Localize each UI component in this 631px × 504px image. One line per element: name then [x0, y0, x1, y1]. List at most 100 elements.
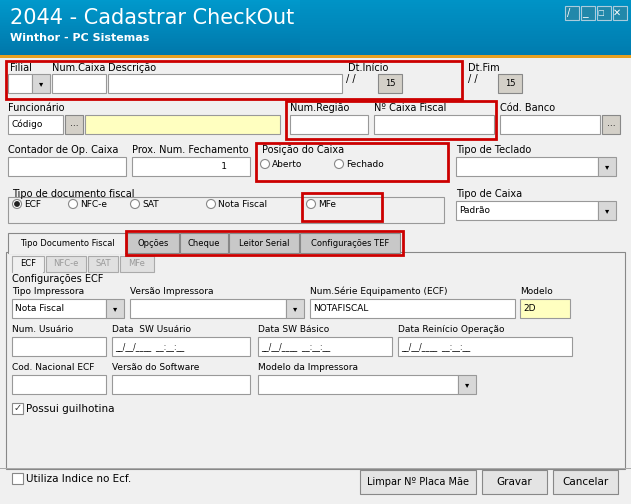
Bar [0, 2, 631, 3]
Bar [286, 101, 496, 139]
Text: Tipo de documento fiscal: Tipo de documento fiscal [12, 189, 134, 199]
Text: Num.Série Equipamento (ECF): Num.Série Equipamento (ECF) [310, 287, 447, 296]
Text: Winthor - PC Sistemas: Winthor - PC Sistemas [10, 33, 150, 43]
Text: Limpar Nº Placa Mãe: Limpar Nº Placa Mãe [367, 477, 469, 487]
Text: Utiliza Indice no Ecf.: Utiliza Indice no Ecf. [26, 474, 131, 484]
Text: / /: / / [468, 74, 478, 84]
Bar [0, 26, 631, 27]
Bar [32, 74, 50, 93]
Bar [0, 468, 631, 469]
Bar [378, 74, 402, 93]
Text: 15: 15 [385, 79, 395, 88]
Bar [0, 53, 631, 54]
Bar [500, 115, 600, 134]
Text: __/__/____  __:__:__: __/__/____ __:__:__ [115, 342, 184, 351]
Bar [46, 256, 86, 272]
Text: Num.Região: Num.Região [290, 103, 350, 113]
Bar [108, 74, 342, 93]
Text: ▾: ▾ [605, 162, 609, 171]
Bar [256, 143, 448, 181]
Bar [258, 375, 458, 394]
Bar [602, 115, 620, 134]
Bar [8, 74, 32, 93]
Bar [0, 33, 631, 34]
Circle shape [334, 159, 343, 168]
Text: Nº Caixa Fiscal: Nº Caixa Fiscal [374, 103, 446, 113]
Text: Modelo: Modelo [520, 287, 553, 296]
Bar [0, 48, 631, 49]
Bar [0, 7, 631, 8]
Bar [0, 58, 631, 504]
Bar [52, 74, 106, 93]
Bar [180, 233, 228, 253]
Bar [132, 157, 250, 176]
Text: Cod. Nacional ECF: Cod. Nacional ECF [12, 363, 95, 372]
Bar [0, 1, 631, 2]
Bar [229, 233, 299, 253]
Text: 15: 15 [505, 79, 516, 88]
Bar [0, 5, 631, 6]
Bar [302, 193, 382, 221]
Circle shape [15, 202, 19, 206]
Bar [8, 197, 444, 223]
Bar [598, 157, 616, 176]
Bar [12, 299, 106, 318]
Text: Aberto: Aberto [272, 160, 302, 169]
Text: Data  SW Usuário: Data SW Usuário [112, 325, 191, 334]
Bar [0, 3, 631, 4]
Bar [0, 23, 631, 24]
Bar [0, 20, 631, 21]
Bar [498, 74, 522, 93]
Bar [0, 38, 631, 39]
Bar [0, 9, 631, 10]
Bar [0, 41, 631, 42]
Bar [0, 14, 631, 15]
Text: Tipo de Caixa: Tipo de Caixa [456, 189, 522, 199]
Bar [456, 201, 598, 220]
Text: Padrão: Padrão [459, 206, 490, 215]
Bar [127, 233, 179, 253]
Bar [374, 115, 494, 134]
Text: MFe: MFe [318, 200, 336, 209]
Bar [13, 271, 43, 273]
Bar [0, 17, 631, 18]
Bar [0, 13, 631, 14]
Bar [0, 42, 631, 43]
Text: Fechado: Fechado [346, 160, 384, 169]
Text: ...: ... [606, 119, 615, 129]
Text: MFe: MFe [129, 260, 145, 269]
Bar [0, 16, 631, 17]
Bar [0, 31, 631, 32]
Bar [65, 115, 83, 134]
Bar [0, 10, 631, 11]
Text: ▾: ▾ [605, 206, 609, 215]
Bar [0, 44, 631, 45]
Bar [520, 299, 570, 318]
Text: 1: 1 [135, 162, 227, 171]
Text: Modelo da Impressora: Modelo da Impressora [258, 363, 358, 372]
Bar [12, 403, 23, 414]
Bar [0, 34, 631, 35]
Text: Cód. Banco: Cód. Banco [500, 103, 555, 113]
Bar [482, 470, 547, 494]
Bar [258, 337, 392, 356]
Bar [126, 231, 403, 255]
Bar [458, 375, 476, 394]
Bar [106, 299, 124, 318]
Bar [6, 252, 625, 469]
Text: □: □ [598, 10, 604, 16]
Bar [0, 55, 631, 58]
Bar [0, 11, 631, 12]
Text: Configurações ECF: Configurações ECF [12, 274, 103, 284]
Text: Versão do Software: Versão do Software [112, 363, 199, 372]
Bar [112, 337, 250, 356]
Bar [300, 233, 400, 253]
Text: _: _ [582, 8, 588, 18]
Bar [360, 470, 476, 494]
Text: Código: Código [11, 120, 42, 129]
Text: Versão Impressora: Versão Impressora [130, 287, 213, 296]
Text: /: / [567, 8, 570, 18]
Bar [0, 39, 631, 40]
Circle shape [261, 159, 269, 168]
Bar [8, 233, 126, 253]
